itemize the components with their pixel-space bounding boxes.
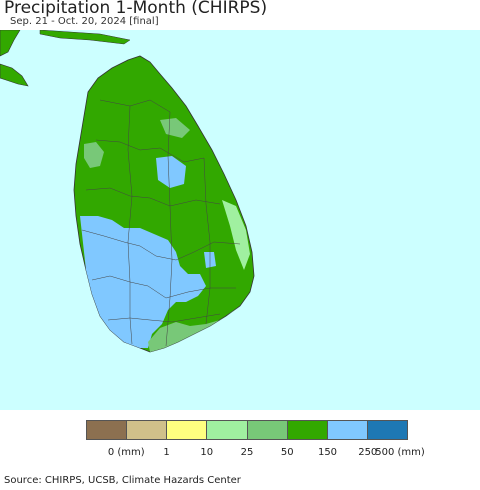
district-borders <box>81 99 241 347</box>
legend-swatch-4 <box>247 421 288 439</box>
southern-green-zone <box>148 306 240 352</box>
legend-tick-4: 50 <box>280 447 294 458</box>
legend-color-bar <box>86 420 408 440</box>
legend-tick-1: 1 <box>163 447 170 458</box>
legend-swatch-7 <box>367 421 407 439</box>
legend-swatch-3 <box>207 421 248 439</box>
north-green-patch <box>160 118 190 138</box>
precipitation-map <box>0 30 480 410</box>
india-coast-strip <box>39 30 131 45</box>
legend-tick-0: 0 (mm) <box>107 447 145 458</box>
central-light-blue-patch <box>156 156 186 188</box>
legend-tick-6: 250 <box>358 447 378 458</box>
light-blue-rain-zone <box>80 216 206 348</box>
map-title: Precipitation 1-Month (CHIRPS) <box>4 0 268 18</box>
legend-tick-5: 150 <box>317 447 338 458</box>
northwest-green-patch <box>84 142 104 168</box>
legend-tick-3: 25 <box>240 447 254 458</box>
legend-swatch-1 <box>127 421 168 439</box>
india-landmass-lower <box>0 63 29 87</box>
source-credit: Source: CHIRPS, UCSB, Climate Hazards Ce… <box>4 475 241 486</box>
legend-tick-2: 10 <box>200 447 214 458</box>
map-subtitle: Sep. 21 - Oct. 20, 2024 [final] <box>10 16 159 27</box>
legend-swatch-6 <box>327 421 368 439</box>
east-coast-pale-green <box>222 200 250 270</box>
india-landmass <box>0 30 21 57</box>
legend-tick-7: 500 (mm) <box>375 447 425 458</box>
legend-swatch-0 <box>87 421 128 439</box>
legend-swatch-2 <box>167 421 208 439</box>
legend-swatch-5 <box>287 421 328 439</box>
